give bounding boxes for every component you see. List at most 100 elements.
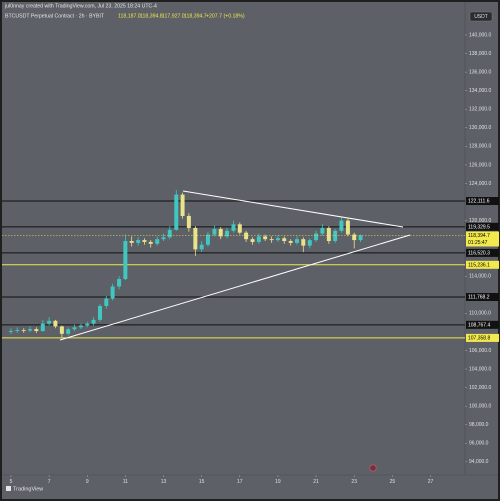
candle-body	[142, 240, 147, 242]
y-tick-label: 98,000.0	[469, 422, 489, 428]
candle-body	[91, 319, 96, 324]
logo-icon	[6, 486, 11, 491]
level-label: 119,329.5	[468, 224, 490, 230]
x-tick-label: 5	[10, 479, 13, 485]
level-label-box	[466, 197, 499, 206]
level-label: 111,768.2	[468, 295, 490, 301]
candle-body	[288, 241, 293, 243]
y-tick-label: 106,000.0	[469, 348, 491, 354]
candle-body	[155, 239, 160, 244]
trend-line	[59, 234, 411, 341]
level-label: 116,520.3	[468, 251, 490, 257]
candle-body	[85, 323, 90, 326]
candle-body	[250, 239, 255, 242]
candle-body	[295, 239, 300, 243]
x-tick-label: 7	[48, 479, 51, 485]
x-tick-label: 17	[237, 479, 243, 485]
ohlc-change: +207.7 (+0.18%)	[206, 13, 245, 19]
candle-body	[212, 228, 217, 235]
candle-body	[205, 234, 210, 245]
level-label-box	[466, 333, 499, 342]
candle-body	[301, 239, 306, 246]
y-tick-label: 136,000.0	[469, 69, 491, 75]
candle-body	[8, 331, 13, 332]
y-tick-label: 130,000.0	[469, 125, 491, 131]
candle-body	[136, 240, 141, 243]
level-label: 108,767.4	[468, 322, 490, 328]
candle-body	[352, 234, 357, 241]
y-tick-label: 124,000.0	[469, 181, 491, 187]
candle-body	[225, 230, 230, 237]
candle-body	[237, 224, 242, 233]
candle-body	[123, 241, 128, 280]
x-tick-label: 21	[313, 479, 319, 485]
candle-body	[231, 224, 236, 231]
ohlc-low: 117,927.0	[162, 13, 185, 19]
ohlc-high: 118,394.8	[140, 13, 163, 19]
candle-body	[180, 194, 185, 216]
candle-body	[21, 330, 26, 331]
plot: 140,000.0 138,000.0 136,000.0 134,000.0 132,…	[2, 32, 499, 485]
credit: jul0nnay created with TradingView.com, J…	[4, 3, 157, 9]
level-label-box	[466, 260, 499, 269]
candle-body	[78, 325, 83, 328]
x-tick-label: 23	[351, 479, 357, 485]
y-tick-label: 140,000.0	[469, 32, 491, 38]
level-label: 122,111.6	[468, 199, 490, 205]
y-tick-label: 102,000.0	[469, 385, 491, 391]
ohlc-open: 118,187.0	[118, 13, 141, 19]
candle-body	[218, 228, 223, 237]
level-label-box	[466, 292, 499, 301]
y-tick-label: 110,000.0	[469, 311, 491, 317]
y-tick-label: 128,000.0	[469, 144, 491, 150]
candle-body	[339, 220, 344, 231]
x-tick-label: 19	[275, 479, 281, 485]
x-tick-label: 13	[161, 479, 167, 485]
x-tick-label: 15	[199, 479, 205, 485]
last-price-box	[466, 231, 499, 247]
y-tick-label: 94,000.0	[469, 459, 489, 465]
countdown: 01:25:47	[468, 240, 488, 246]
candle-body	[320, 228, 325, 234]
y-tick-label: 114,000.0	[469, 274, 491, 280]
currency-box[interactable]	[469, 11, 493, 22]
y-tick-label: 138,000.0	[469, 51, 491, 57]
y-tick-label: 100,000.0	[469, 404, 491, 410]
candle-body	[199, 244, 204, 250]
candle-body	[66, 329, 71, 334]
y-tick-label: 132,000.0	[469, 107, 491, 113]
candle-body	[186, 215, 191, 229]
candle-body	[358, 235, 363, 241]
x-tick-label: 9	[86, 479, 89, 485]
event-icon[interactable]	[369, 464, 377, 472]
candle-body	[345, 220, 350, 235]
candle-body	[333, 230, 338, 242]
currency[interactable]: USDT	[474, 14, 488, 20]
candle-body	[40, 323, 45, 332]
candle-body	[129, 241, 134, 243]
candle-body	[15, 330, 20, 332]
candle-body	[148, 241, 153, 244]
candle-body	[104, 298, 109, 306]
y-tick-label: 96,000.0	[469, 441, 489, 447]
y-tick-label: 120,000.0	[469, 218, 491, 224]
candle-body	[275, 238, 280, 241]
candle-body	[244, 232, 249, 240]
candle-body	[263, 236, 268, 240]
last-price-label: 118,394.7	[468, 233, 490, 239]
level-label-box	[466, 248, 499, 257]
x-tick-label: 27	[428, 479, 434, 485]
candle-body	[34, 329, 39, 332]
level-label-box	[466, 222, 499, 231]
y-tick-label: 126,000.0	[469, 162, 491, 168]
logo: TradingView	[13, 486, 43, 492]
level-label-box	[466, 320, 499, 329]
candle-body	[110, 286, 115, 299]
candle-body	[59, 326, 64, 334]
symbol: BTCUSDT Perpetual Contract · 2h · BYBIT	[5, 13, 105, 19]
candle-body	[72, 327, 77, 330]
candle-body	[98, 305, 103, 320]
